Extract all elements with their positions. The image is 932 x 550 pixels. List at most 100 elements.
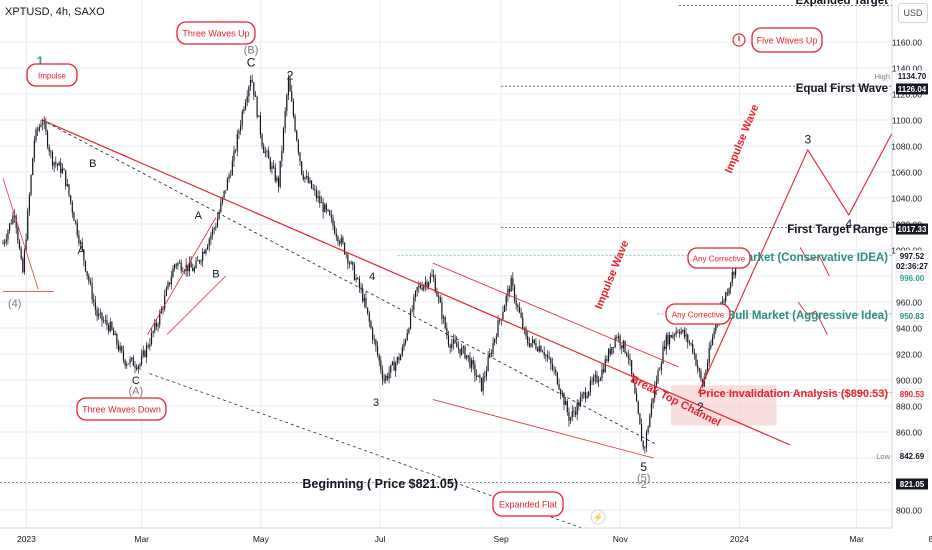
- candle-body: [335, 233, 337, 237]
- wave-label[interactable]: C: [132, 375, 140, 387]
- candle-body: [231, 160, 233, 176]
- text-label[interactable]: Expanded Target: [796, 0, 889, 7]
- y-tick-label: 860.00: [896, 428, 922, 438]
- wave-label[interactable]: 1: [36, 53, 43, 68]
- wave-label[interactable]: (B): [244, 45, 259, 57]
- candle-body: [381, 370, 384, 380]
- wave-label[interactable]: 2: [287, 69, 294, 83]
- candle-body: [637, 401, 639, 414]
- candle-body: [327, 209, 329, 211]
- projection-path: [797, 301, 828, 335]
- text-box[interactable]: Three Waves Up: [182, 29, 249, 39]
- candle-body: [144, 350, 146, 357]
- candle-body: [409, 310, 412, 329]
- candle-body: [482, 377, 484, 391]
- text-label[interactable]: Bull Market (Aggressive Idea): [727, 310, 888, 322]
- candle-body: [241, 111, 243, 126]
- currency-button[interactable]: USD: [898, 3, 928, 23]
- candle-body: [688, 342, 690, 344]
- wave-label[interactable]: 4: [369, 271, 375, 283]
- symbol-exchange: SAXO: [74, 6, 105, 18]
- wave-label[interactable]: 4: [845, 217, 852, 231]
- wave-label[interactable]: (A): [128, 385, 143, 397]
- pair-label[interactable]: High: [875, 72, 890, 81]
- wave-label[interactable]: A: [77, 245, 85, 257]
- candle-body: [507, 288, 509, 296]
- candle-body: [555, 370, 557, 373]
- wave-label[interactable]: A: [195, 210, 203, 222]
- text-label[interactable]: Beginning ( Price $821.05): [302, 477, 458, 491]
- wave-label[interactable]: 2: [641, 479, 647, 491]
- candle-body: [170, 277, 172, 285]
- candle-body: [444, 317, 446, 329]
- candle-body: [439, 297, 441, 303]
- candle-body: [497, 320, 499, 337]
- candle-body: [208, 239, 210, 247]
- candle-body: [256, 96, 258, 117]
- candle-body: [517, 304, 519, 307]
- candle-body: [508, 288, 511, 292]
- candle-body: [362, 288, 364, 302]
- candle-body: [15, 216, 17, 228]
- text-label[interactable]: l Market (Conservative IDEA): [731, 252, 888, 264]
- candle-body: [603, 369, 605, 372]
- y-tick-label: 1100.00: [892, 116, 922, 126]
- candle-body: [45, 122, 47, 132]
- candle-body: [538, 346, 540, 352]
- candle-body: [447, 335, 450, 346]
- candle-body: [396, 357, 398, 363]
- candle-body: [108, 325, 110, 332]
- wave-label[interactable]: 3: [804, 132, 811, 146]
- text-label[interactable]: Impulse Wave: [723, 103, 761, 175]
- candle-body: [705, 370, 707, 378]
- text-box[interactable]: Impulse: [38, 72, 67, 81]
- symbol-name: XPTUSD: [5, 6, 50, 18]
- candle-body: [687, 334, 689, 343]
- text-label[interactable]: Price Invalidation Analysis ($890.53): [699, 388, 888, 400]
- wave-label[interactable]: B: [89, 158, 96, 170]
- candle-body: [319, 196, 321, 204]
- candle-body: [565, 401, 567, 406]
- wave-label[interactable]: 5: [640, 460, 647, 474]
- wave-label[interactable]: (5): [637, 472, 650, 484]
- wave-label[interactable]: C: [247, 56, 256, 70]
- candle-body: [673, 334, 676, 336]
- text-box[interactable]: Any Corrective: [672, 311, 725, 320]
- wave-label[interactable]: 3: [373, 397, 379, 409]
- candle-body: [510, 278, 512, 292]
- wave-label[interactable]: 2: [697, 400, 704, 414]
- text-box[interactable]: Any Corrective: [693, 255, 746, 264]
- wave-label[interactable]: (4): [8, 298, 21, 310]
- pair-label[interactable]: Low: [876, 452, 890, 461]
- candle-body: [563, 393, 565, 406]
- candle-body: [30, 175, 32, 195]
- candle-body: [451, 343, 453, 348]
- text-box[interactable]: Expanded Flat: [499, 500, 558, 510]
- candle-body: [604, 359, 606, 372]
- candle-body: [65, 170, 67, 187]
- candle-body: [127, 363, 129, 365]
- candle-body: [339, 241, 341, 244]
- candle-body: [142, 350, 144, 356]
- replay-icon: ⚡: [593, 512, 603, 522]
- text-label[interactable]: Equal First Wave: [796, 83, 888, 95]
- candle-body: [266, 151, 268, 152]
- candle-body: [690, 343, 692, 345]
- text-label[interactable]: First Target Range: [787, 224, 888, 236]
- candle-body: [680, 331, 682, 334]
- candle-body: [238, 130, 240, 135]
- candle-body: [431, 274, 433, 277]
- box-frame: [751, 27, 823, 53]
- text-box[interactable]: Three Waves Down: [82, 405, 161, 415]
- text-box[interactable]: Five Waves Up: [757, 36, 818, 46]
- candle-body: [586, 395, 588, 399]
- candle-body: [104, 320, 106, 321]
- candle-body: [292, 101, 294, 116]
- candle-body: [631, 360, 633, 374]
- candle-body: [165, 288, 167, 296]
- wave-label[interactable]: B: [212, 268, 219, 280]
- candle-body: [456, 342, 458, 348]
- symbol-header[interactable]: XPTUSD, 4h, SAXO: [5, 6, 105, 18]
- candle-body: [258, 115, 260, 117]
